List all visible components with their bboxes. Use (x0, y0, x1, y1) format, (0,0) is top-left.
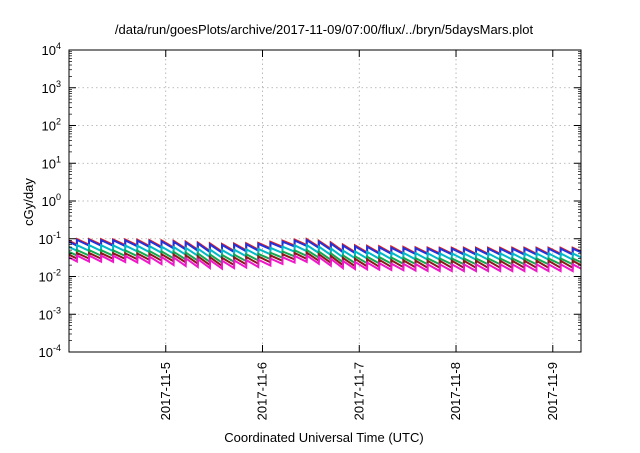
y-tick-label: 102 (42, 117, 61, 134)
y-tick-label: 103 (42, 79, 61, 96)
series-line-4 (68, 248, 582, 266)
plot-frame (68, 49, 582, 353)
axis-ticks: 10-4 10-3 10-2 10-1 100 101 102 103 104 2017-11-5… (39, 41, 581, 420)
y-tick-label: 10-1 (39, 230, 61, 247)
x-axis-label: Coordinated Universal Time (UTC) (224, 430, 423, 445)
x-tick-label: 2017-11-5 (158, 362, 173, 420)
series-line-3 (68, 243, 582, 262)
y-tick-label: 101 (42, 154, 61, 171)
y-tick-label: 100 (42, 192, 61, 209)
x-tick-label: 2017-11-7 (351, 362, 366, 420)
y-axis-label: cGy/day (21, 178, 36, 226)
y-tick-label: 10-2 (39, 268, 61, 285)
y-tick-label: 10-4 (39, 343, 61, 360)
series-line-6 (68, 253, 582, 273)
y-tick-label: 104 (42, 41, 61, 58)
series-group (68, 237, 582, 273)
grid-lines (69, 50, 581, 352)
y-tick-label: 10-3 (39, 305, 61, 322)
x-tick-label: 2017-11-8 (448, 362, 463, 420)
series-line-5 (68, 250, 582, 270)
chart-title: /data/run/goesPlots/archive/2017-11-09/0… (115, 22, 534, 37)
x-tick-label: 2017-11-9 (545, 362, 560, 420)
series-line-2 (68, 238, 582, 257)
x-tick-label: 2017-11-6 (255, 362, 270, 420)
